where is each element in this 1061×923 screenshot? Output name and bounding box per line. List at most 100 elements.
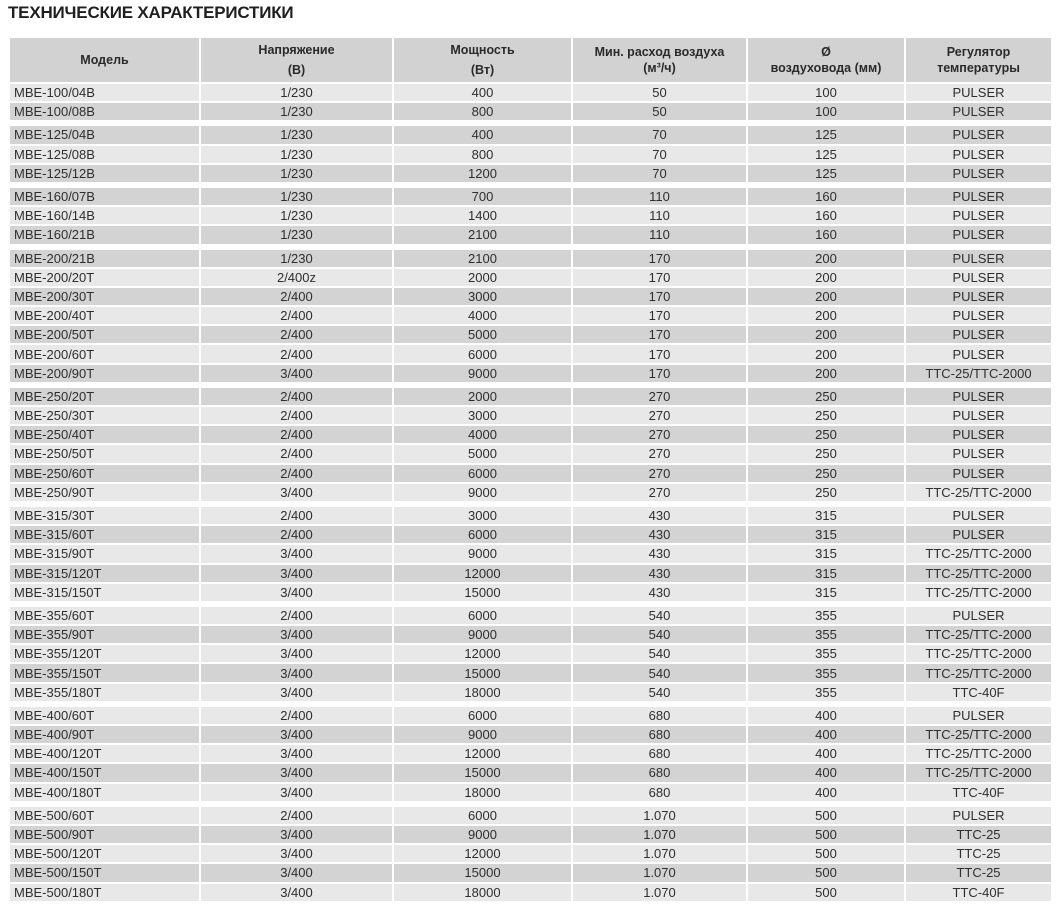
- cell-power: 2100: [394, 226, 571, 244]
- cell-thermostat: TTC-40F: [906, 883, 1051, 901]
- cell-power: 9000: [394, 726, 571, 744]
- cell-thermostat: PULSER: [906, 249, 1051, 267]
- cell-model: MBE-355/90T: [10, 626, 199, 644]
- cell-power: 5000: [394, 326, 571, 344]
- cell-thermostat: TTC-25/TTC-2000: [906, 645, 1051, 663]
- cell-model: MBE-250/50T: [10, 445, 199, 463]
- cell-power: 2000: [394, 387, 571, 405]
- table-row: MBE-100/08B 1/230 800 50 100 PULSER: [10, 103, 1051, 121]
- cell-power: 15000: [394, 864, 571, 882]
- cell-airflow: 540: [573, 664, 746, 682]
- cell-airflow: 110: [573, 226, 746, 244]
- cell-power: 800: [394, 145, 571, 163]
- table-row: MBE-250/50T 2/400 5000 270 250 PULSER: [10, 445, 1051, 463]
- cell-voltage: 1/230: [201, 103, 392, 121]
- cell-duct-diameter: 500: [748, 845, 904, 863]
- cell-voltage: 3/400: [201, 745, 392, 763]
- table-row: MBE-315/30T 2/400 3000 430 315 PULSER: [10, 506, 1051, 525]
- cell-duct-diameter: 355: [748, 683, 904, 701]
- table-row: MBE-400/120T 3/400 12000 680 400 TTC-25/TTC-2…: [10, 745, 1051, 763]
- cell-power: 6000: [394, 526, 571, 544]
- cell-voltage: 2/400: [201, 426, 392, 444]
- cell-model: MBE-200/30T: [10, 287, 199, 306]
- table-row: MBE-500/60T 2/400 6000 1.070 500 PULSER: [10, 806, 1051, 824]
- table-row: MBE-500/150T 3/400 15000 1.070 500 TTC-25: [10, 864, 1051, 882]
- cell-thermostat: PULSER: [906, 103, 1051, 121]
- cell-model: MBE-100/08B: [10, 103, 199, 121]
- cell-power: 9000: [394, 483, 571, 501]
- cell-model: MBE-160/14B: [10, 207, 199, 225]
- cell-model: MBE-500/180T: [10, 883, 199, 901]
- cell-voltage: 1/230: [201, 226, 392, 244]
- table-row: MBE-125/12B 1/230 1200 70 125 PULSER: [10, 164, 1051, 182]
- cell-duct-diameter: 160: [748, 226, 904, 244]
- cell-model: MBE-500/60T: [10, 806, 199, 824]
- cell-model: MBE-355/120T: [10, 645, 199, 663]
- table-row: MBE-315/60T 2/400 6000 430 315 PULSER: [10, 526, 1051, 544]
- cell-power: 12000: [394, 845, 571, 863]
- cell-thermostat: TTC-25: [906, 845, 1051, 863]
- cell-voltage: 3/400: [201, 864, 392, 882]
- cell-model: MBE-315/150T: [10, 583, 199, 601]
- table-row: MBE-125/04B 1/230 400 70 125 PULSER: [10, 126, 1051, 144]
- cell-airflow: 170: [573, 364, 746, 382]
- cell-model: MBE-400/120T: [10, 745, 199, 763]
- cell-thermostat: PULSER: [906, 187, 1051, 206]
- cell-model: MBE-200/20T: [10, 268, 199, 286]
- cell-model: MBE-400/150T: [10, 764, 199, 782]
- cell-thermostat: PULSER: [906, 164, 1051, 182]
- cell-duct-diameter: 200: [748, 364, 904, 382]
- table-row: MBE-400/90T 3/400 9000 680 400 TTC-25/TTC-200…: [10, 726, 1051, 744]
- cell-airflow: 110: [573, 207, 746, 225]
- cell-thermostat: PULSER: [906, 268, 1051, 286]
- table-row: MBE-250/30T 2/400 3000 270 250 PULSER: [10, 407, 1051, 425]
- cell-model: MBE-250/20T: [10, 387, 199, 405]
- cell-airflow: 170: [573, 307, 746, 325]
- cell-model: MBE-400/60T: [10, 706, 199, 724]
- cell-thermostat: TTC-25/TTC-2000: [906, 626, 1051, 644]
- cell-airflow: 50: [573, 103, 746, 121]
- table-row: MBE-355/150T 3/400 15000 540 355 TTC-25/TTC-2…: [10, 664, 1051, 682]
- cell-model: MBE-355/180T: [10, 683, 199, 701]
- cell-power: 15000: [394, 764, 571, 782]
- cell-power: 6000: [394, 806, 571, 824]
- cell-power: 3000: [394, 287, 571, 306]
- cell-model: MBE-500/120T: [10, 845, 199, 863]
- cell-power: 9000: [394, 364, 571, 382]
- cell-voltage: 1/230: [201, 145, 392, 163]
- table-row: MBE-400/180T 3/400 18000 680 400 TTC-40F: [10, 783, 1051, 801]
- cell-power: 12000: [394, 745, 571, 763]
- group-separator: [10, 122, 1051, 125]
- cell-voltage: 2/400: [201, 526, 392, 544]
- cell-thermostat: PULSER: [906, 387, 1051, 405]
- cell-airflow: 680: [573, 706, 746, 724]
- cell-airflow: 270: [573, 483, 746, 501]
- cell-power: 9000: [394, 825, 571, 844]
- cell-airflow: 1.070: [573, 806, 746, 824]
- cell-model: MBE-355/150T: [10, 664, 199, 682]
- cell-power: 18000: [394, 783, 571, 801]
- group-separator: [10, 502, 1051, 505]
- cell-power: 12000: [394, 645, 571, 663]
- cell-model: MBE-250/40T: [10, 426, 199, 444]
- cell-duct-diameter: 315: [748, 526, 904, 544]
- cell-voltage: 2/400: [201, 506, 392, 525]
- cell-airflow: 170: [573, 345, 746, 363]
- cell-power: 18000: [394, 883, 571, 901]
- cell-model: MBE-250/60T: [10, 464, 199, 482]
- cell-duct-diameter: 200: [748, 345, 904, 363]
- cell-voltage: 3/400: [201, 364, 392, 382]
- cell-airflow: 70: [573, 126, 746, 144]
- cell-duct-diameter: 200: [748, 249, 904, 267]
- table-row: MBE-500/180T 3/400 18000 1.070 500 TTC-40F: [10, 883, 1051, 901]
- cell-model: MBE-200/21B: [10, 249, 199, 267]
- cell-duct-diameter: 355: [748, 645, 904, 663]
- table-row: MBE-355/180T 3/400 18000 540 355 TTC-40F: [10, 683, 1051, 701]
- cell-airflow: 170: [573, 268, 746, 286]
- table-row: MBE-355/60T 2/400 6000 540 355 PULSER: [10, 606, 1051, 625]
- table-row: MBE-200/30T 2/400 3000 170 200 PULSER: [10, 287, 1051, 306]
- cell-airflow: 270: [573, 407, 746, 425]
- cell-airflow: 270: [573, 426, 746, 444]
- separator-cell: [10, 122, 1051, 125]
- cell-model: MBE-200/60T: [10, 345, 199, 363]
